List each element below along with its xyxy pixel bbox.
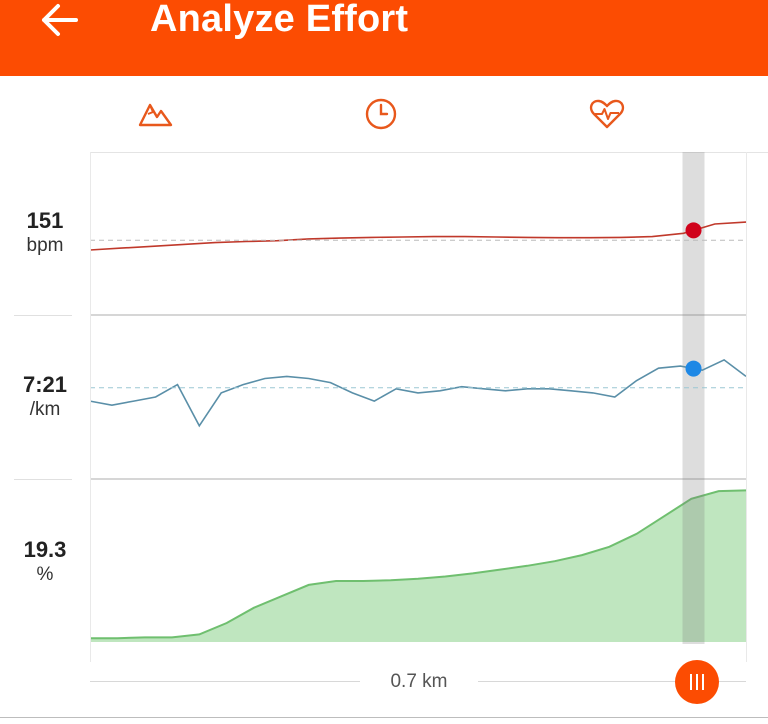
arrow-left-icon [42,4,78,36]
app-bar: Analyze Effort [0,0,768,76]
grade-readout: 19.3 % [0,537,90,587]
heart-rate-readout: 151 bpm [0,208,90,258]
page-title: Analyze Effort [150,0,409,40]
clock-icon [365,98,397,130]
divider [14,479,72,480]
heart-rate-unit: bpm [26,235,64,256]
pace-readout: 7:21 /km [0,372,90,422]
effort-chart[interactable] [90,152,748,644]
heart-rate-cursor-dot [685,222,702,239]
heart-rate-value: 151 [26,208,64,233]
chart-right-border [746,152,747,662]
tab-elevation[interactable] [116,76,196,152]
pace-cursor-dot [685,360,702,377]
metric-tab-bar [0,76,768,153]
grade-line [90,489,747,640]
pace-unit: /km [29,399,61,420]
metric-labels: 151 bpm 7:21 /km 19.3 % [0,152,90,644]
divider [14,315,72,316]
chart-left-border [90,152,91,662]
scrubber-handle[interactable] [675,660,719,704]
cursor-band [682,152,705,644]
pace-value: 7:21 [22,372,68,397]
back-button[interactable] [34,0,82,40]
grade-value: 19.3 [23,537,67,562]
grip-icon [702,674,704,690]
pace-line [90,358,747,428]
tab-time[interactable] [341,76,421,152]
grip-icon [696,674,698,690]
grade-area [90,490,746,642]
heart-rate-line [90,221,747,251]
grip-icon [690,674,692,690]
heart-rate-icon [589,99,625,129]
tab-heart-rate[interactable] [567,76,647,152]
grade-unit: % [36,564,54,585]
elevation-icon [138,103,173,127]
bottom-divider [0,717,768,718]
distance-label: 0.7 km [360,668,478,696]
